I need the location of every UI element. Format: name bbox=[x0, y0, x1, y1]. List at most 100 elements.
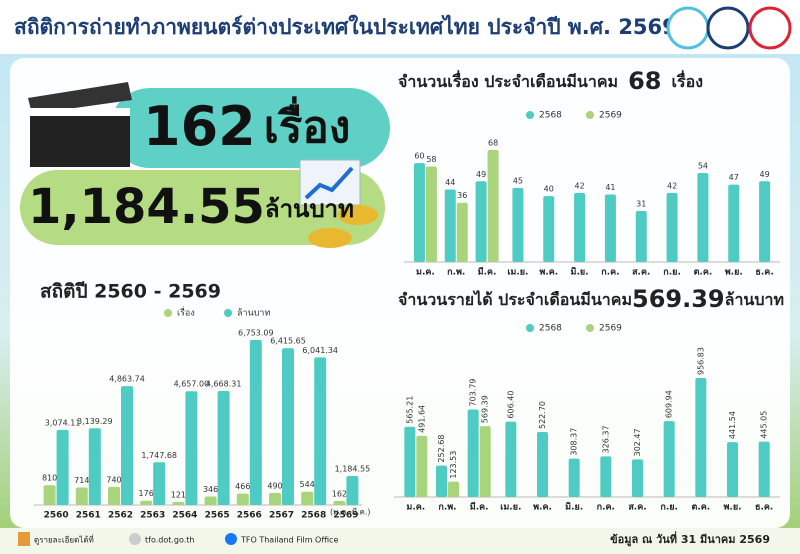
value-label: 54 bbox=[698, 162, 708, 171]
x-tick-label: 2568 bbox=[301, 511, 326, 521]
value-label: 466 bbox=[235, 482, 250, 491]
bar bbox=[333, 501, 346, 505]
x-tick-label: ต.ค. bbox=[694, 268, 713, 278]
legend-label: 2569 bbox=[599, 324, 622, 334]
x-tick-label: 2565 bbox=[205, 511, 230, 521]
x-tick-label: ม.ค. bbox=[416, 268, 435, 278]
bar bbox=[416, 435, 428, 497]
value-label: 1,747.68 bbox=[141, 451, 177, 460]
legend-label: 2568 bbox=[539, 111, 562, 121]
bar bbox=[75, 487, 88, 505]
value-label: 4,863.74 bbox=[109, 375, 145, 384]
bar bbox=[448, 481, 459, 497]
revenue-pill bbox=[20, 170, 385, 245]
value-label: 606.40 bbox=[506, 391, 515, 419]
value-label: 252.68 bbox=[437, 435, 446, 463]
x-tick-label: มิ.ย. bbox=[570, 267, 588, 278]
bar bbox=[346, 476, 359, 505]
value-label: 308.37 bbox=[570, 428, 579, 456]
logo bbox=[666, 6, 710, 50]
x-tick-label: 2563 bbox=[140, 511, 165, 521]
value-label: 956.83 bbox=[696, 347, 705, 375]
value-label: 42 bbox=[667, 181, 677, 190]
bar bbox=[537, 431, 548, 497]
x-tick-label: ต.ค. bbox=[691, 503, 710, 513]
value-label: 49 bbox=[759, 170, 769, 179]
footer-text: tfo.dot.go.th bbox=[145, 536, 194, 545]
bar bbox=[574, 192, 586, 262]
value-label: 121 bbox=[171, 491, 186, 500]
value-label: 68 bbox=[488, 139, 498, 148]
bar bbox=[663, 421, 675, 497]
icon bbox=[18, 532, 30, 546]
value-label: 490 bbox=[267, 482, 282, 491]
legend-label: เรื่อง bbox=[177, 306, 195, 319]
value-label: 31 bbox=[636, 199, 646, 208]
bar bbox=[604, 194, 616, 262]
bar bbox=[140, 500, 153, 505]
chart-title: จำนวนรายได้ ประจำเดือนมีนาคม569.39ล้านบา… bbox=[398, 285, 784, 313]
money-icon bbox=[299, 159, 378, 248]
bar bbox=[543, 196, 555, 262]
hero-count: 162 เรื่อง bbox=[143, 95, 350, 158]
value-label: 49 bbox=[476, 170, 486, 179]
bar bbox=[727, 442, 738, 497]
value-label: 4,668.31 bbox=[206, 379, 242, 388]
value-label: 1,184.55 bbox=[335, 465, 371, 474]
bar bbox=[697, 173, 709, 262]
bar bbox=[487, 150, 499, 262]
value-label: 441.54 bbox=[728, 411, 737, 439]
value-label: 326.37 bbox=[601, 425, 610, 453]
bar bbox=[404, 426, 416, 497]
x-tick-label: มี.ค. bbox=[478, 267, 497, 278]
bar bbox=[153, 462, 166, 505]
value-label: 41 bbox=[605, 183, 615, 192]
value-label: 40 bbox=[544, 185, 554, 194]
bar bbox=[88, 428, 101, 505]
value-label: 810 bbox=[42, 474, 57, 483]
value-label: 3,139.29 bbox=[77, 417, 113, 426]
bar bbox=[436, 465, 447, 497]
bar bbox=[413, 163, 425, 262]
value-label: 609.94 bbox=[665, 390, 674, 418]
legend-swatch bbox=[164, 309, 172, 317]
value-label: 42 bbox=[574, 181, 584, 190]
icon bbox=[225, 533, 237, 545]
count-pill bbox=[110, 88, 390, 168]
bar bbox=[314, 357, 327, 505]
legend-label: ล้านบาท bbox=[237, 308, 270, 319]
footer-text: ข้อมูล ณ วันที่ 31 มีนาคม 2569 bbox=[610, 531, 770, 547]
value-label: 703.79 bbox=[469, 378, 478, 406]
x-tick-label: ธ.ค. bbox=[755, 268, 773, 278]
bar bbox=[121, 386, 133, 505]
x-tick-label: เม.ย. bbox=[500, 503, 521, 513]
value-label: 60 bbox=[414, 152, 424, 161]
bar bbox=[758, 441, 770, 497]
bar bbox=[728, 184, 740, 262]
bar bbox=[108, 486, 120, 505]
footer-text: ดูรายละเอียดได้ที่ bbox=[34, 534, 94, 546]
bar bbox=[600, 456, 612, 497]
bar bbox=[282, 348, 294, 505]
value-label: 565.21 bbox=[405, 396, 414, 424]
bar bbox=[512, 187, 524, 262]
value-label: 346 bbox=[203, 485, 218, 494]
x-tick-label: ส.ค. bbox=[632, 268, 650, 278]
x-tick-label: 2561 bbox=[76, 511, 101, 521]
value-label: 176 bbox=[139, 489, 154, 498]
value-label: 569.39 bbox=[481, 395, 490, 423]
bar bbox=[172, 502, 185, 505]
value-label: 162 bbox=[332, 490, 347, 499]
value-label: 47 bbox=[729, 173, 739, 182]
annotation: (ม.ค.-มี.ค.) bbox=[330, 508, 371, 517]
x-tick-label: มี.ค. bbox=[470, 502, 489, 513]
bar bbox=[269, 493, 281, 505]
bar bbox=[666, 192, 678, 262]
value-label: 123.53 bbox=[449, 451, 458, 479]
value-label: 522.70 bbox=[538, 401, 547, 429]
legend-label: 2569 bbox=[599, 111, 622, 121]
icon bbox=[129, 533, 141, 545]
x-tick-label: 2562 bbox=[108, 511, 133, 521]
